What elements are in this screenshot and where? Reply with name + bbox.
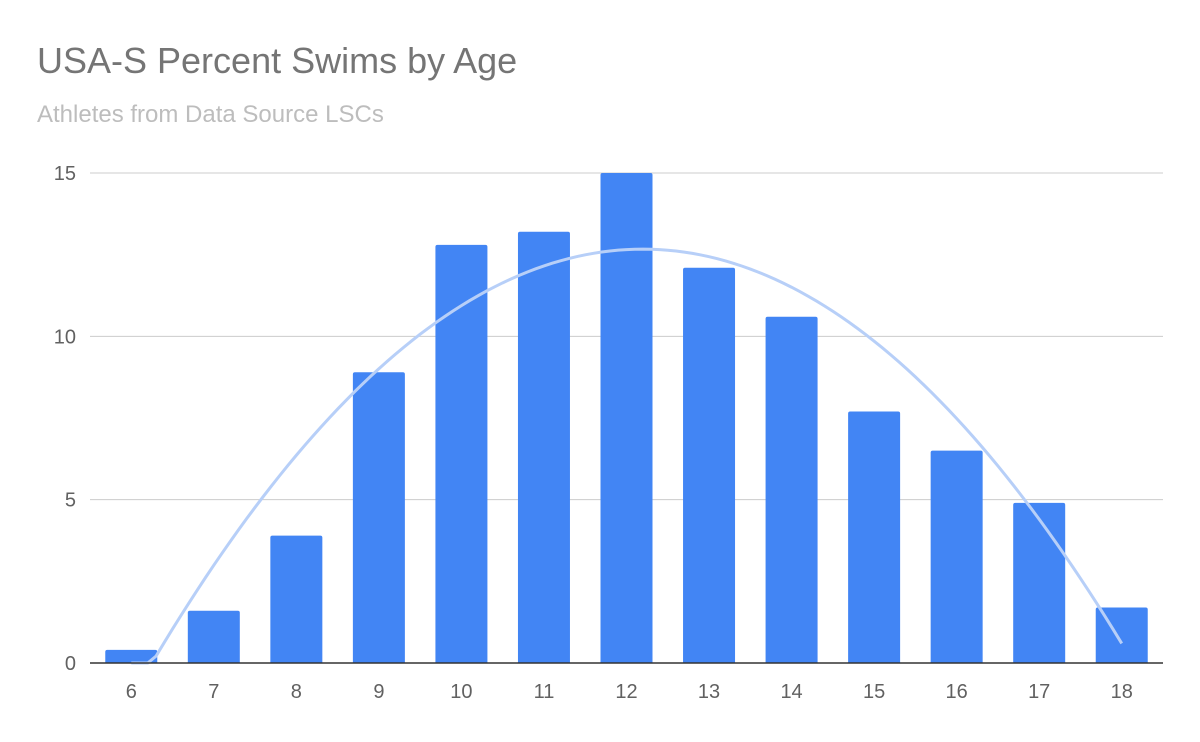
bar-7: [187, 610, 240, 663]
x-tick-label: 12: [615, 681, 637, 703]
y-tick-label: 15: [54, 163, 76, 185]
bar-6: [105, 649, 158, 663]
trendline: [131, 247, 1124, 665]
x-tick-label: 18: [1111, 681, 1133, 703]
bar-11: [517, 231, 570, 664]
bar-16: [930, 450, 983, 663]
x-tick-label: 9: [373, 681, 384, 703]
x-tick-label: 13: [698, 681, 720, 703]
y-tick-label: 5: [65, 490, 76, 512]
bar-17: [1013, 502, 1066, 663]
chart-subtitle: Athletes from Data Source LSCs: [37, 101, 384, 128]
x-tick-label: 15: [863, 681, 885, 703]
x-tick-label: 7: [208, 681, 219, 703]
bar-13: [683, 267, 736, 663]
x-tick-label: 11: [534, 681, 555, 703]
x-tick-label: 6: [126, 681, 137, 703]
y-tick-label: 10: [54, 326, 76, 348]
x-tick-label: 14: [780, 681, 802, 703]
bar-8: [270, 535, 323, 663]
bar-10: [435, 244, 488, 663]
bar-12: [600, 173, 653, 663]
y-tick-label: 0: [65, 653, 76, 675]
bar-9: [352, 372, 405, 663]
x-tick-label: 16: [946, 681, 968, 703]
bar-14: [765, 316, 818, 663]
trendline-group: [131, 247, 1124, 665]
x-tick-label: 10: [450, 681, 472, 703]
x-tick-label: 17: [1028, 681, 1050, 703]
x-tick-label: 8: [291, 681, 302, 703]
bars: [105, 173, 1148, 664]
chart-title: USA-S Percent Swims by Age: [37, 40, 518, 81]
bar-15: [848, 411, 901, 663]
axes: 0 5 10 15 6 7 8 9 10 11 12 13 14 15 16 17 18: [54, 163, 1163, 703]
